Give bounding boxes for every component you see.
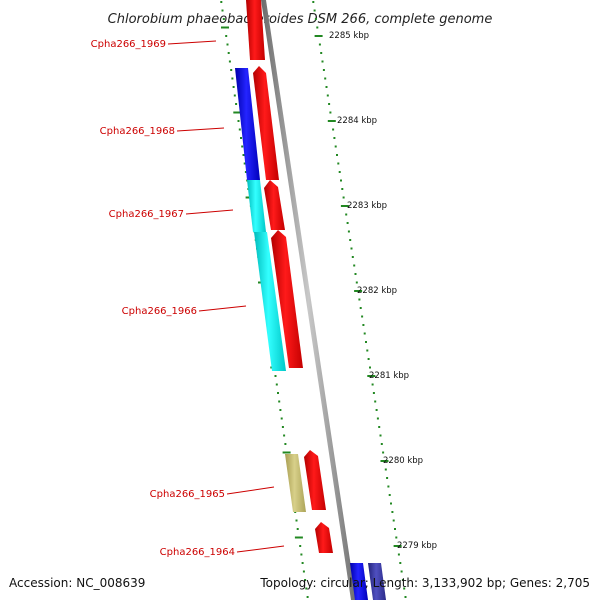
kbp-scale-labels: 2285 kbp 2284 kbp 2283 kbp 2282 kbp 2281… [329,31,437,551]
gene-label-leaders [167,40,285,553]
gene-bar-cyan[interactable] [247,180,266,232]
leader-line [176,127,225,132]
leader-line [185,209,234,215]
leader-line [236,545,285,553]
outer-tick-marks [312,1,407,598]
kbp-label: 2284 kbp [337,116,377,126]
gene-arrow[interactable] [271,230,303,368]
leader-line [226,486,275,495]
gene-label[interactable]: Cpha266_1965 [150,489,225,500]
kbp-label: 2282 kbp [357,286,397,296]
kbp-label: 2281 kbp [369,371,409,381]
gene-arrow[interactable] [304,450,326,510]
forward-strand-genes [246,0,333,553]
gene-label[interactable]: Cpha266_1964 [160,547,235,558]
accession-text: Accession: NC_008639 [9,576,145,590]
leader-line [198,305,247,312]
gene-arrow[interactable] [315,522,333,553]
genome-backbone [261,0,356,600]
topology-text: Topology: circular; Length: 3,133,902 bp… [259,576,590,590]
kbp-label: 2283 kbp [347,201,387,211]
gene-label[interactable]: Cpha266_1969 [91,39,166,50]
reverse-strand-genes [235,68,386,600]
gene-label[interactable]: Cpha266_1968 [100,126,175,137]
kbp-label: 2280 kbp [383,456,423,466]
gene-bar-blue[interactable] [235,68,260,180]
gene-bar-khaki[interactable] [285,454,306,512]
gene-arrow[interactable] [253,66,279,180]
gene-labels: Cpha266_1969 Cpha266_1968 Cpha266_1967 C… [91,39,235,558]
gene-bar-cyan[interactable] [254,232,286,371]
gene-arrow[interactable] [246,0,265,60]
leader-line [167,40,217,45]
gene-label[interactable]: Cpha266_1966 [122,306,197,317]
gene-bar-blue[interactable] [350,563,368,600]
gene-bar-navy[interactable] [368,563,386,600]
kbp-label: 2285 kbp [329,31,369,41]
gene-label[interactable]: Cpha266_1967 [109,209,184,220]
genome-title: Chlorobium phaeobacteroides DSM 266, com… [108,12,493,27]
kbp-label: 2279 kbp [397,541,437,551]
gene-arrow[interactable] [264,180,285,230]
